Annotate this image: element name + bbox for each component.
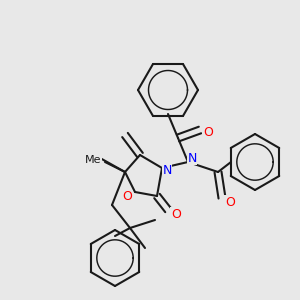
- Text: O: O: [122, 190, 132, 203]
- Text: O: O: [171, 208, 181, 220]
- Text: O: O: [225, 196, 235, 208]
- Text: O: O: [203, 125, 213, 139]
- Text: N: N: [187, 152, 197, 164]
- Text: Me: Me: [85, 155, 101, 165]
- Text: N: N: [162, 164, 172, 178]
